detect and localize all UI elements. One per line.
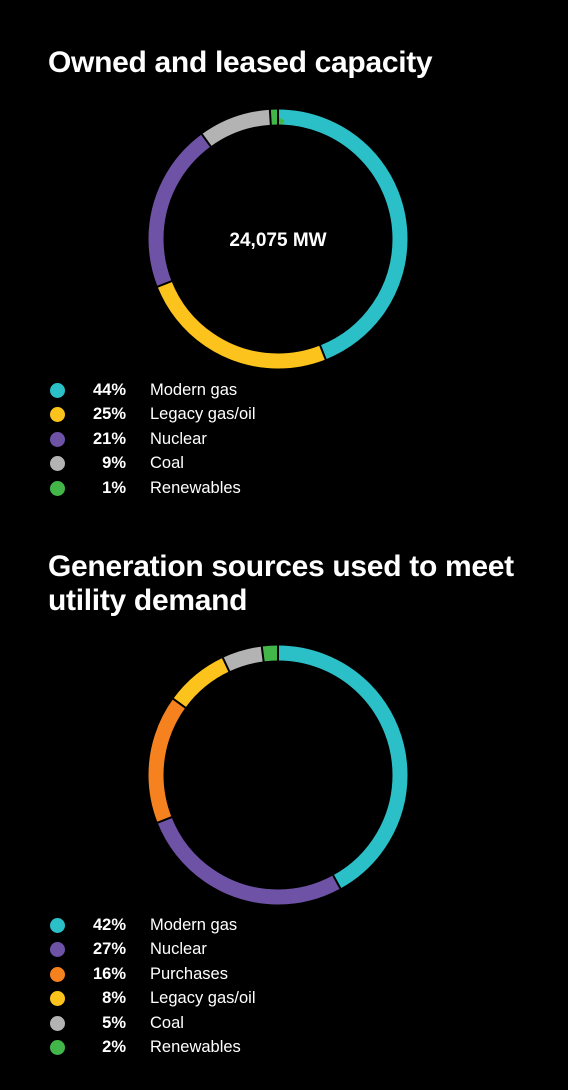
legend-label: Coal [150, 454, 184, 473]
donut-slice-renewables [148, 645, 408, 905]
legend-label: Coal [150, 1013, 184, 1032]
donut-slice-modern-gas [148, 645, 408, 905]
legend-label: Renewables [150, 1037, 241, 1056]
slice-separator [166, 693, 193, 713]
chart-title-generation-sources: Generation sources used to meet utility … [48, 550, 514, 617]
legend-percent: 8% [102, 989, 126, 1008]
legend-percent: 2% [102, 1037, 126, 1056]
donut-slice-legacy-gas-oil [148, 645, 408, 905]
slice-separator [328, 868, 345, 896]
legend-percent: 16% [92, 964, 126, 983]
donut-slices [148, 102, 408, 369]
legend-percent: 27% [92, 940, 126, 959]
donut-slice-nuclear [148, 645, 408, 905]
donut-center-total: 24,075 MW [229, 230, 326, 251]
slice-separator [218, 650, 234, 679]
donut-chart-owned-leased-capacity: 24,075 MW [148, 102, 408, 369]
legend-percent: 25% [92, 405, 126, 424]
donut-slices [148, 638, 408, 905]
slice-separator [196, 127, 216, 154]
legend-swatch [50, 1039, 65, 1055]
legend-swatch [50, 480, 65, 496]
legend-label: Legacy gas/oil [150, 989, 256, 1008]
slice-separator [150, 277, 179, 291]
legend-label: Legacy gas/oil [150, 405, 256, 424]
legend-swatch [50, 1015, 65, 1031]
slice-separator [150, 813, 179, 827]
legend-label: Renewables [150, 478, 241, 497]
donut-slice-coal [148, 645, 408, 905]
donut-slice-legacy-gas-oil [148, 109, 408, 369]
legend-label: Purchases [150, 964, 228, 983]
chart-title-owned-leased-capacity: Owned and leased capacity [48, 46, 433, 79]
legend-percent: 9% [102, 454, 126, 473]
legend-swatch [50, 991, 65, 1007]
legend-swatch [50, 942, 65, 958]
slice-separator [268, 102, 273, 133]
legend-percent: 21% [92, 429, 126, 448]
slice-separator [259, 638, 266, 669]
legend-swatch [50, 431, 65, 447]
donut-slice-nuclear [148, 109, 408, 369]
legend-percent: 42% [92, 916, 126, 934]
legend-label: Modern gas [150, 381, 238, 399]
legend-swatch [50, 456, 65, 472]
donut-slice-purchases [148, 645, 408, 905]
legend-label: Nuclear [150, 429, 207, 448]
legend-label: Nuclear [150, 940, 207, 959]
legend-swatch [50, 918, 65, 933]
legend-swatch [50, 966, 65, 982]
legend-swatch [50, 407, 65, 423]
slice-separator [316, 338, 330, 367]
legend-percent: 44% [92, 381, 126, 399]
legend-swatch [50, 383, 65, 398]
legend-percent: 1% [102, 478, 126, 497]
legend-percent: 5% [102, 1013, 126, 1032]
legend-label: Modern gas [150, 916, 238, 934]
